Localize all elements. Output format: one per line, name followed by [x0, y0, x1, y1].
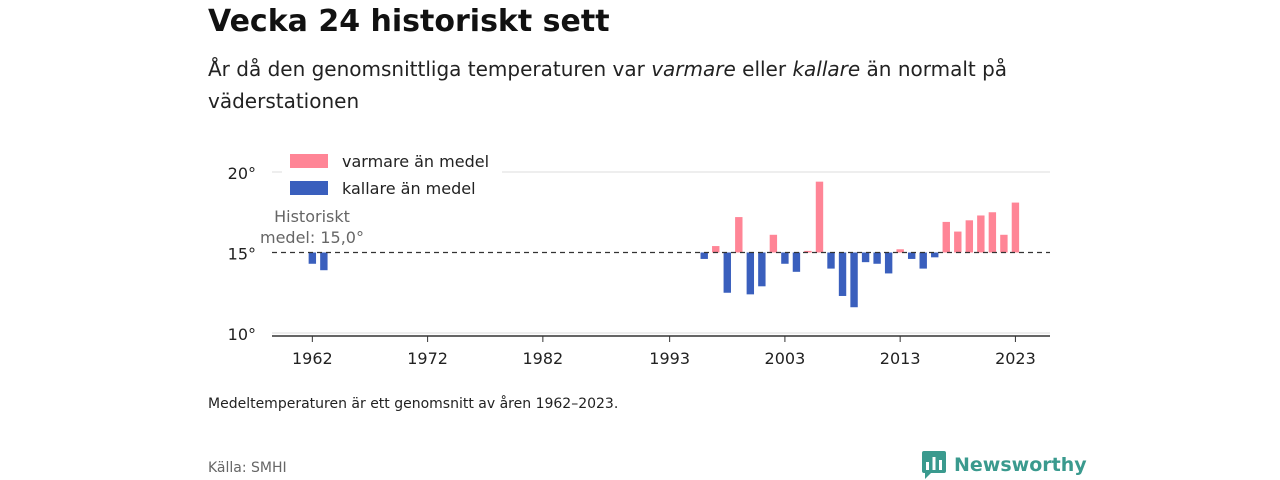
- subtitle-emphasis-warmer: varmare: [651, 57, 736, 81]
- subtitle-text-1: År då den genomsnittliga temperaturen va…: [208, 57, 652, 81]
- bar: [838, 252, 847, 296]
- bar: [792, 252, 801, 272]
- x-tick-label: 1972: [407, 349, 448, 368]
- subtitle-text-3: än normalt på väderstationen: [208, 57, 1008, 113]
- baseline-label-line2: medel: 15,0°: [260, 228, 364, 247]
- bar: [988, 212, 997, 253]
- y-tick-label: 15°: [228, 245, 256, 264]
- x-tick-label: 1982: [522, 349, 563, 368]
- bar: [954, 231, 962, 253]
- bar: [308, 252, 317, 264]
- x-tick-label: 2003: [765, 349, 806, 368]
- bar: [850, 252, 858, 308]
- x-tick-label: 1993: [649, 349, 690, 368]
- bar: [815, 181, 824, 253]
- bar: [712, 246, 720, 253]
- newsworthy-logo: Newsworthy: [922, 450, 1087, 480]
- bar: [723, 252, 731, 293]
- legend-label: kallare än medel: [342, 179, 476, 198]
- bar: [700, 252, 708, 259]
- bar: [320, 252, 328, 271]
- bar: [861, 252, 870, 263]
- bar-chart: 10° 15° 20° Historiskt medel: 15,0° 1962 1972 1…: [227, 152, 1050, 368]
- x-tick-label: 2023: [995, 349, 1036, 368]
- bar: [977, 215, 985, 253]
- bar: [769, 234, 778, 253]
- bar: [942, 221, 950, 253]
- bar: [758, 252, 766, 287]
- chart-subtitle: År då den genomsnittliga temperaturen va…: [208, 53, 1028, 117]
- legend-swatch: [290, 181, 328, 195]
- legend-label: varmare än medel: [342, 152, 489, 171]
- bar: [827, 252, 835, 269]
- x-tick-label: 2013: [880, 349, 921, 368]
- bar: [884, 252, 893, 274]
- bar: [804, 250, 812, 253]
- legend-swatch: [290, 154, 328, 168]
- bar: [896, 249, 904, 253]
- y-tick-label: 20°: [228, 164, 256, 183]
- bar: [965, 220, 974, 253]
- bar: [781, 252, 789, 264]
- bar: [1000, 234, 1008, 253]
- bar: [931, 252, 939, 258]
- chart-title: Vecka 24 historiskt sett: [208, 4, 610, 39]
- footnote: Medeltemperaturen är ett genomsnitt av å…: [208, 396, 619, 412]
- bar: [873, 252, 881, 264]
- source-text: Källa: SMHI: [208, 460, 287, 476]
- bar: [735, 217, 743, 253]
- bar: [919, 252, 927, 269]
- subtitle-emphasis-colder: kallare: [792, 57, 861, 81]
- y-tick-label: 10°: [228, 325, 256, 344]
- brand-name: Newsworthy: [954, 454, 1087, 476]
- subtitle-text-2: eller: [735, 57, 793, 81]
- x-tick-label: 1962: [292, 349, 333, 368]
- bar: [1011, 202, 1020, 253]
- newsworthy-logo-icon: [922, 451, 946, 479]
- bar: [907, 252, 916, 259]
- bar: [746, 252, 755, 295]
- baseline-label-line1: Historiskt: [274, 207, 350, 226]
